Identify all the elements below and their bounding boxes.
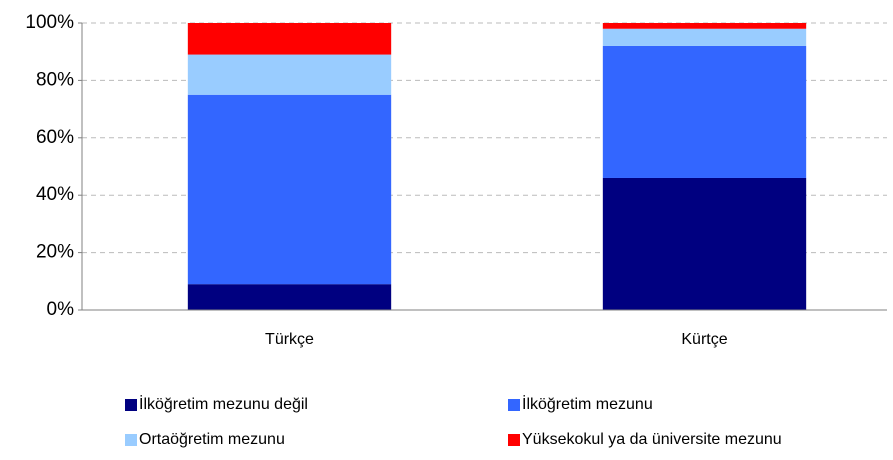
bar-segment	[602, 28, 807, 46]
legend-label: Yüksekokul ya da üniversite mezunu	[522, 431, 782, 448]
y-tick-label: 80%	[36, 69, 74, 90]
y-tick-label: 20%	[36, 242, 74, 263]
bar-segment	[602, 23, 807, 29]
x-tick-label: Kürtçe	[681, 331, 727, 348]
bar-segment	[187, 54, 392, 95]
legend-label: Ortaöğretim mezunu	[139, 431, 285, 448]
legend-swatch	[125, 434, 137, 446]
bar-segment	[187, 23, 392, 55]
y-tick-label: 60%	[36, 127, 74, 148]
legend-swatch	[508, 434, 520, 446]
y-tick-label: 100%	[25, 12, 74, 33]
bar-segment	[187, 284, 392, 310]
bar-segment	[602, 45, 807, 178]
legend-label: İlköğretim mezunu	[522, 394, 653, 413]
x-tick-label: Türkçe	[265, 331, 314, 348]
legend-swatch	[508, 399, 520, 411]
legend-label: İlköğretim mezunu değil	[139, 394, 308, 413]
y-tick-label: 40%	[36, 184, 74, 205]
bar-segment	[187, 94, 392, 285]
legend-swatch	[125, 399, 137, 411]
y-tick-label: 0%	[47, 299, 75, 320]
bar-segment	[602, 177, 807, 310]
